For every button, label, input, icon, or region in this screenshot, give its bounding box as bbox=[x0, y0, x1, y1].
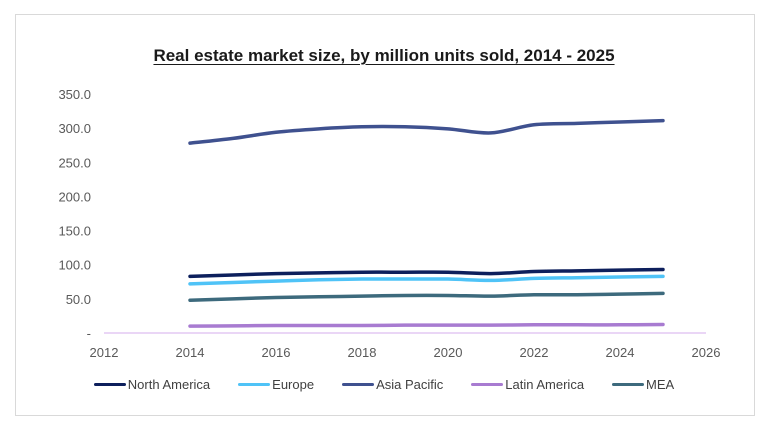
legend-label: Asia Pacific bbox=[376, 377, 444, 392]
legend-swatch bbox=[238, 383, 271, 386]
x-tick-label: 2022 bbox=[520, 345, 549, 360]
x-tick-label: 2014 bbox=[176, 345, 205, 360]
y-tick-label: 250.0 bbox=[58, 155, 91, 170]
legend-swatch bbox=[342, 383, 375, 386]
legend-item-mea: MEA bbox=[612, 377, 674, 392]
x-tick-label: 2018 bbox=[348, 345, 377, 360]
y-tick-label: 150.0 bbox=[58, 224, 91, 239]
series-line-asia-pacific bbox=[188, 118, 665, 145]
legend-item-latin-america: Latin America bbox=[471, 377, 584, 392]
legend-label: Europe bbox=[272, 377, 315, 392]
legend-item-north-america: North America bbox=[93, 377, 211, 392]
legend-swatch bbox=[612, 383, 645, 386]
legend-swatch bbox=[471, 383, 504, 386]
chart-title: Real estate market size, by million unit… bbox=[153, 46, 615, 65]
y-tick-label: 350.0 bbox=[58, 87, 91, 102]
legend-label: MEA bbox=[646, 377, 675, 392]
x-tick-label: 2012 bbox=[90, 345, 119, 360]
series-line-north-america bbox=[188, 267, 665, 279]
legend: North America Europe Asia Pacific Latin Ame… bbox=[0, 377, 768, 392]
legend-label: Latin America bbox=[505, 377, 585, 392]
x-tick-label: 2016 bbox=[262, 345, 291, 360]
y-tick-label: 300.0 bbox=[58, 121, 91, 136]
chart-frame bbox=[15, 14, 755, 416]
series-line-mea bbox=[188, 291, 665, 302]
y-tick-label: 100.0 bbox=[58, 258, 91, 273]
x-tick-label: 2020 bbox=[434, 345, 463, 360]
y-tick-label: 50.0 bbox=[66, 292, 91, 307]
x-tick-label: 2026 bbox=[692, 345, 721, 360]
y-tick-label: - bbox=[87, 326, 91, 341]
legend-item-europe: Europe bbox=[238, 377, 314, 392]
legend-swatch bbox=[93, 383, 126, 386]
x-tick-label: 2024 bbox=[606, 345, 635, 360]
legend-item-asia-pacific: Asia Pacific bbox=[342, 377, 443, 392]
series-line-europe bbox=[188, 274, 665, 286]
y-tick-label: 200.0 bbox=[58, 189, 91, 204]
series-line-latin-america bbox=[188, 322, 665, 328]
legend-label: North America bbox=[127, 377, 211, 392]
